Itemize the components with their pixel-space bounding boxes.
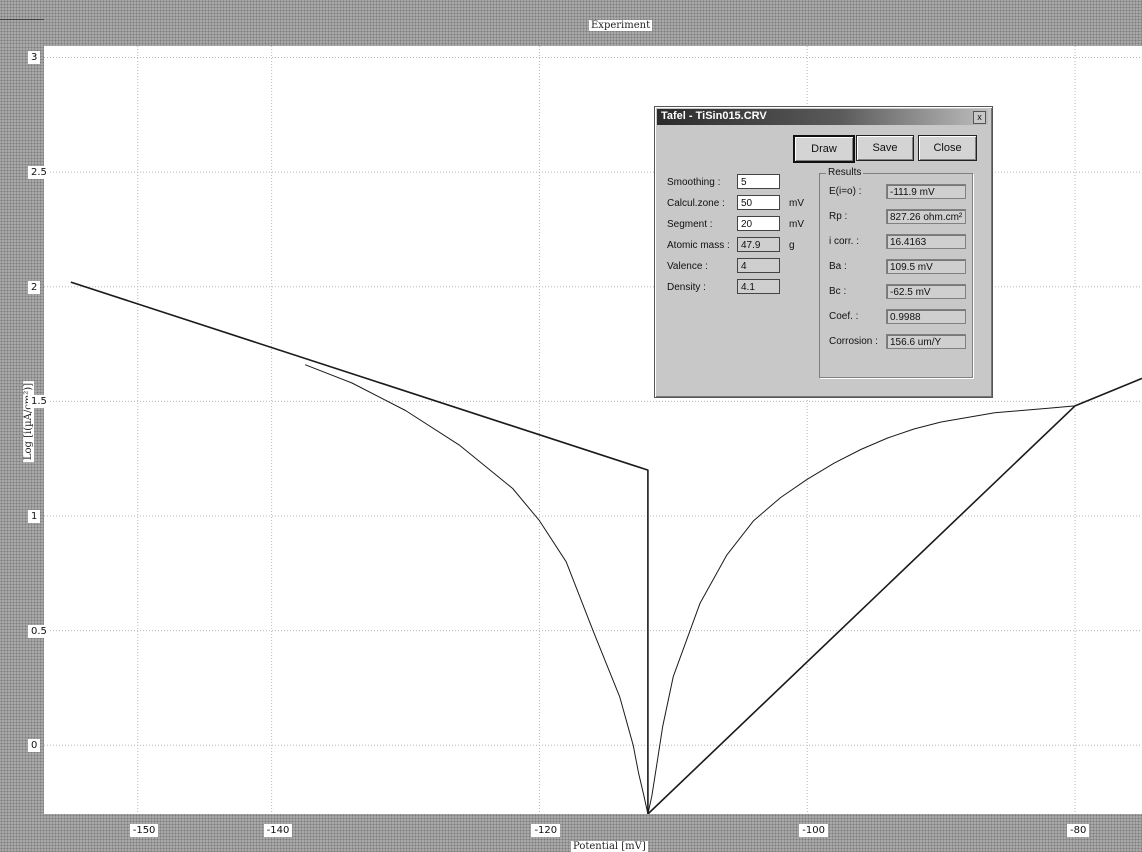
results-heading: Results <box>826 167 864 178</box>
bottom-frame-band <box>0 814 1142 852</box>
calcul-zone-unit: mV <box>789 198 804 209</box>
result-value-icorr: 16.4163 <box>886 234 966 249</box>
result-value-coef: 0.9988 <box>886 309 966 324</box>
result-label-corrosion: Corrosion : <box>829 336 878 347</box>
polarization-curve <box>304 364 1076 814</box>
density-label: Density : <box>667 282 706 293</box>
result-value-corrosion: 156.6 um/Y <box>886 334 966 349</box>
result-label-rp: Rp : <box>829 211 848 222</box>
tafel-dialog[interactable]: Tafel - TiSin015.CRV x Draw Save Close S… <box>654 106 993 398</box>
x-axis-title: Potential [mV] <box>571 841 648 852</box>
segment-unit: mV <box>789 219 804 230</box>
x-tick-label: -120 <box>531 824 561 837</box>
y-axis-title: Log [i(µA/cm²)] <box>23 380 35 463</box>
smoothing-input[interactable]: 5 <box>737 174 780 189</box>
y-tick-label: 3 <box>28 51 41 65</box>
atomic-mass-label: Atomic mass : <box>667 240 730 251</box>
save-button[interactable]: Save <box>856 135 914 161</box>
result-label-eio: E(i=o) : <box>829 186 862 197</box>
valence-label: Valence : <box>667 261 708 272</box>
density-input[interactable]: 4.1 <box>737 279 780 294</box>
result-label-bc: Bc : <box>829 286 847 297</box>
dialog-title: Tafel - TiSin015.CRV <box>661 110 767 122</box>
y-tick-label: 0 <box>28 739 41 753</box>
atomic-mass-input[interactable]: 47.9 <box>737 237 780 252</box>
left-frame-band <box>0 46 44 814</box>
smoothing-label: Smoothing : <box>667 177 721 188</box>
x-tick-label: -150 <box>129 824 159 837</box>
y-tick-label: 0.5 <box>28 624 50 638</box>
x-tick-label: -80 <box>1067 824 1090 837</box>
segment-input[interactable]: 20 <box>737 216 780 231</box>
valence-input[interactable]: 4 <box>737 258 780 273</box>
result-value-rp: 827.26 ohm.cm² <box>886 209 966 224</box>
y-tick-label: 1 <box>28 509 41 523</box>
result-label-coef: Coef. : <box>829 311 859 322</box>
calcul-zone-input[interactable]: 50 <box>737 195 780 210</box>
x-tick-label: -140 <box>263 824 293 837</box>
top-frame-band <box>0 0 1142 46</box>
tafel-fit-line <box>70 281 1142 814</box>
atomic-mass-unit: g <box>789 240 795 251</box>
calcul-zone-label: Calcul.zone : <box>667 198 725 209</box>
close-icon[interactable]: x <box>973 111 986 124</box>
close-button[interactable]: Close <box>918 135 977 161</box>
corner-ruler-line <box>0 19 44 20</box>
chart-title: Experiment <box>589 20 653 31</box>
draw-button[interactable]: Draw <box>793 135 855 163</box>
result-value-eio: -111.9 mV <box>886 184 966 199</box>
results-group: Results E(i=o) : -111.9 mV Rp : 827.26 o… <box>819 167 973 378</box>
y-tick-label: 1.5 <box>28 395 50 409</box>
x-tick-label: -100 <box>799 824 828 837</box>
result-value-bc: -62.5 mV <box>886 284 966 299</box>
y-tick-label: 2 <box>28 280 41 294</box>
result-label-icorr: i corr. : <box>829 236 860 247</box>
result-value-ba: 109.5 mV <box>886 259 966 274</box>
segment-label: Segment : <box>667 219 713 230</box>
plot-series <box>70 281 1142 814</box>
dialog-titlebar[interactable]: Tafel - TiSin015.CRV x <box>657 109 988 125</box>
y-tick-label: 2.5 <box>28 166 50 180</box>
result-label-ba: Ba : <box>829 261 847 272</box>
